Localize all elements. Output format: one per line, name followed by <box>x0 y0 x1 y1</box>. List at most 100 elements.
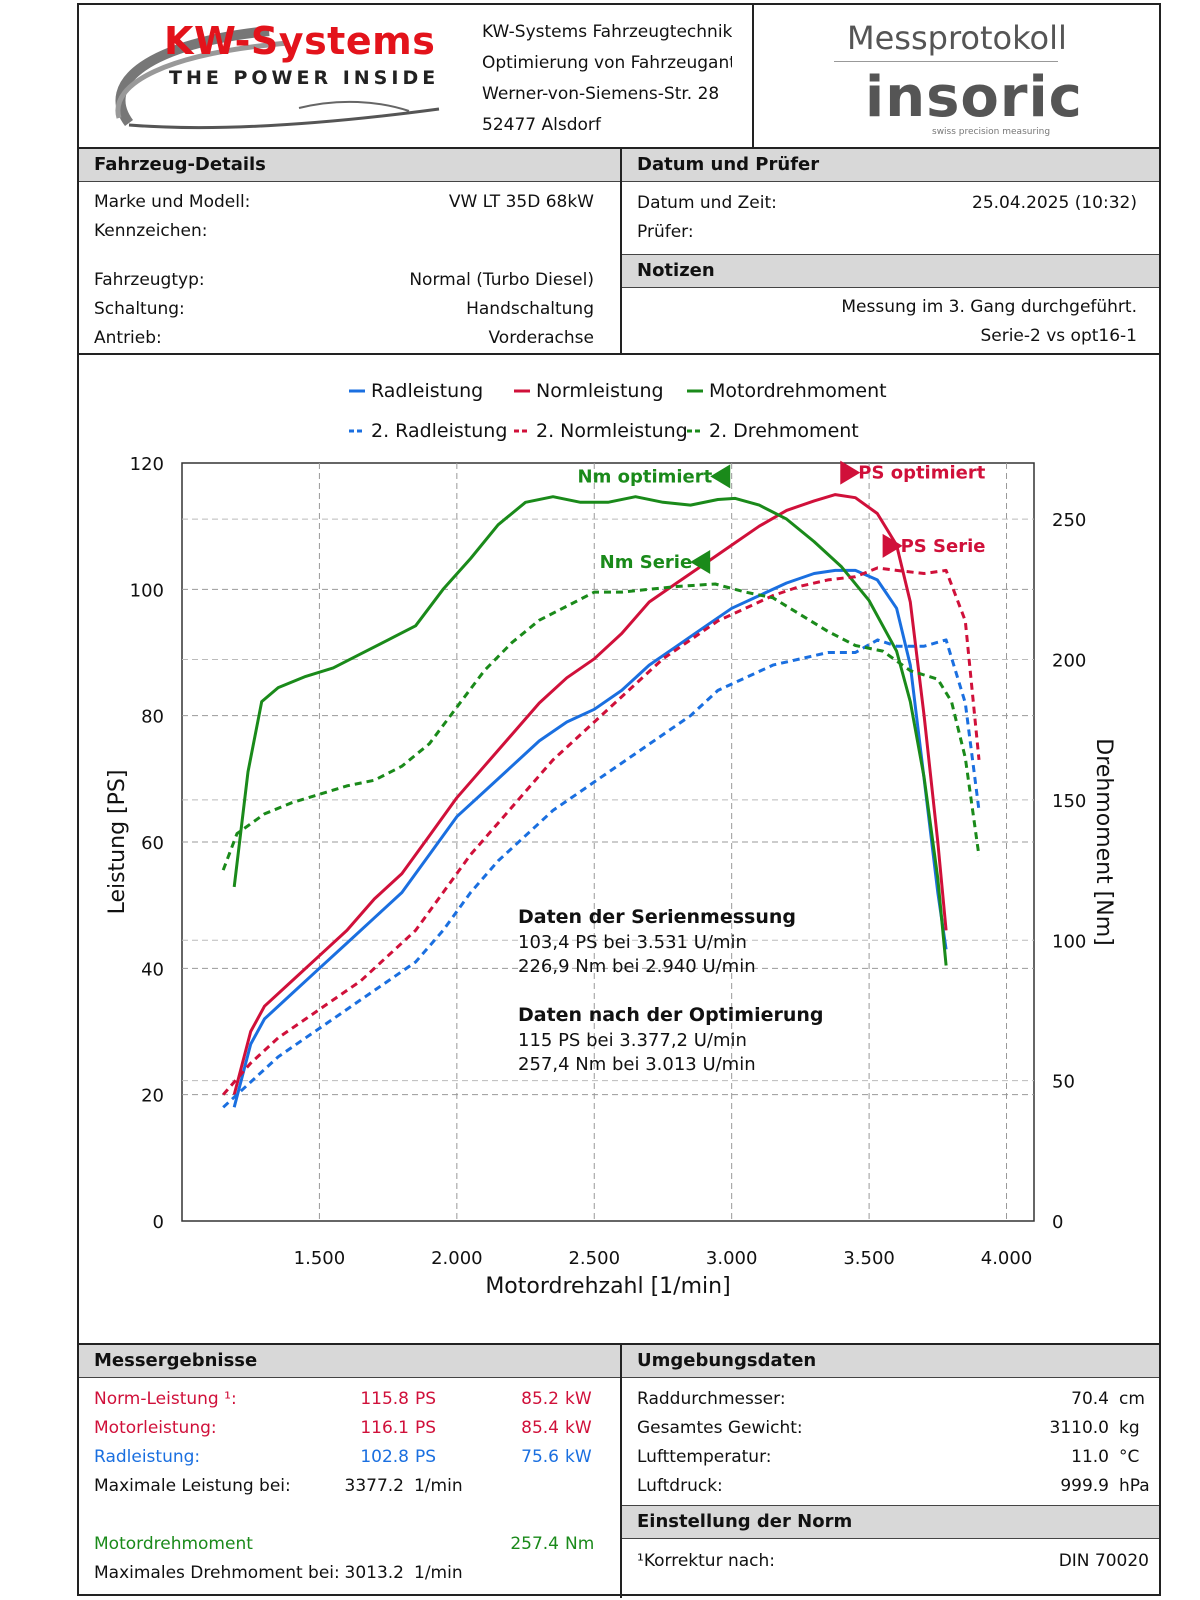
y2-tick-label: 200 <box>1052 651 1086 672</box>
annotation-label: PS optimiert <box>858 463 985 484</box>
protocol-title: Messprotokoll <box>847 19 1067 57</box>
air-temp-unit: °C <box>1119 1447 1140 1467</box>
air-pressure-value: 999.9 <box>1060 1476 1109 1496</box>
motor-power-ps-unit: PS <box>415 1418 437 1438</box>
wheel-power-label: Radleistung: <box>94 1447 201 1467</box>
chart-bottom-line <box>79 1343 1159 1345</box>
annotation-arrow <box>882 533 903 558</box>
wheel-power-kw-unit: kW <box>565 1447 592 1467</box>
max-power-rpm: 3377.2 <box>344 1476 404 1496</box>
series-line-6 <box>221 582 981 871</box>
legend-label: Normleistung <box>536 380 664 402</box>
y-tick-label: 0 <box>153 1212 164 1233</box>
header-bottom-line <box>79 147 1159 149</box>
torque-value: 257.4 <box>510 1534 559 1554</box>
address-line-4: 52477 Alsdorf <box>482 115 601 135</box>
address-line-3: Werner-von-Siemens-Str. 28 <box>482 84 720 104</box>
legend-label: 2. Drehmoment <box>709 420 859 442</box>
series-line-1 <box>232 568 948 1108</box>
annotation-label: Nm optimiert <box>578 466 713 487</box>
results-heading: Messergebnisse <box>79 1345 621 1378</box>
max-torque-rpm-label: Maximales Drehmoment bei: <box>94 1563 340 1583</box>
air-pressure-unit: hPa <box>1119 1476 1150 1496</box>
norm-power-ps: 115.8 <box>360 1389 409 1409</box>
report-frame: KW-Systems THE POWER INSIDE KW-Systems F… <box>77 3 1161 1598</box>
x-axis-label: Motordrehzahl [1/min] <box>485 1274 730 1299</box>
y-tick-label: 120 <box>130 454 164 475</box>
address-line-2: Optimierung von Fahrzeugantr <box>482 53 732 73</box>
info-block-line: 103,4 PS bei 3.531 U/min <box>518 932 747 953</box>
series-line-5 <box>222 566 981 1096</box>
insoric-tagline: swiss precision measuring <box>932 127 1051 137</box>
max-torque-rpm: 3013.2 <box>344 1563 404 1583</box>
x-tick-label: 2.000 <box>431 1248 483 1269</box>
series-line-2 <box>232 493 948 1096</box>
insoric-logo: insoric <box>865 65 1083 130</box>
swoosh-graphic <box>115 26 440 130</box>
dyno-chart: 1.500 2.000 2.500 3.000 3.500 4.000 0 20 40 60 80 1… <box>105 380 1116 1299</box>
info-block-heading: Daten der Serienmessung <box>518 906 796 928</box>
norm-power-label: Norm-Leistung ¹: <box>94 1389 237 1409</box>
annotation-arrow <box>840 460 861 485</box>
y2-tick-label: 250 <box>1052 510 1086 531</box>
address-line-1: KW-Systems Fahrzeugtechnik ( <box>482 22 732 42</box>
norm-power-kw-unit: kW <box>565 1389 592 1409</box>
y2-tick-label: 0 <box>1052 1212 1063 1233</box>
total-weight-unit: kg <box>1119 1418 1140 1438</box>
details-bottom-line <box>79 353 1159 355</box>
y2-tick-label: 150 <box>1052 791 1086 812</box>
legend-label: 2. Normleistung <box>536 420 688 442</box>
x-tick-label: 4.000 <box>981 1248 1033 1269</box>
motor-power-kw: 85.4 <box>521 1418 559 1438</box>
y-tick-label: 60 <box>141 833 164 854</box>
x-tick-label: 3.000 <box>706 1248 758 1269</box>
date-heading: Datum und Prüfer <box>622 149 1159 182</box>
torque-label: Motordrehmoment <box>94 1534 253 1554</box>
norm-power-kw: 85.2 <box>521 1389 559 1409</box>
annotation-arrow <box>690 549 711 574</box>
x-tick-label: 3.500 <box>843 1248 895 1269</box>
total-weight-label: Gesamtes Gewicht: <box>637 1418 803 1438</box>
y-tick-label: 100 <box>130 580 164 601</box>
max-torque-rpm-unit: 1/min <box>414 1563 463 1583</box>
y-axis-label: Leistung [PS] <box>105 770 130 915</box>
torque-unit: Nm <box>565 1534 595 1554</box>
motor-power-ps: 116.1 <box>360 1418 409 1438</box>
series-line-4 <box>222 638 981 1109</box>
y-tick-label: 20 <box>141 1086 164 1107</box>
y2-axis-label: Drehmoment [Nm] <box>1091 738 1116 945</box>
legend-label: Radleistung <box>371 380 483 402</box>
header-divider <box>752 5 754 149</box>
norm-correction-value: DIN 70020 <box>1058 1551 1149 1571</box>
y-tick-label: 40 <box>141 959 164 980</box>
norm-power-ps-unit: PS <box>415 1389 437 1409</box>
air-temp-value: 11.0 <box>1071 1447 1109 1467</box>
legend-label: Motordrehmoment <box>709 380 887 402</box>
air-pressure-label: Luftdruck: <box>637 1476 723 1496</box>
motor-power-kw-unit: kW <box>565 1418 592 1438</box>
info-block-line: 115 PS bei 3.377,2 U/min <box>518 1030 747 1051</box>
notes-heading: Notizen <box>622 254 1159 288</box>
max-power-rpm-unit: 1/min <box>414 1476 463 1496</box>
max-power-rpm-label: Maximale Leistung bei: <box>94 1476 291 1496</box>
info-block-heading: Daten nach der Optimierung <box>518 1004 824 1026</box>
info-block-line: 226,9 Nm bei 2.940 U/min <box>518 956 756 977</box>
total-weight-value: 3110.0 <box>1049 1418 1109 1438</box>
norm-heading: Einstellung der Norm <box>622 1505 1159 1539</box>
wheel-diameter-label: Raddurchmesser: <box>637 1389 786 1409</box>
environment-heading: Umgebungsdaten <box>622 1345 1159 1378</box>
wheel-power-ps: 102.8 <box>360 1447 409 1467</box>
protocol-divider <box>834 61 1058 62</box>
series-line-3 <box>232 495 948 966</box>
results-divider <box>620 1345 622 1598</box>
annotation-label: Nm Serie <box>600 552 693 573</box>
wheel-power-kw: 75.6 <box>521 1447 559 1467</box>
air-temp-label: Lufttemperatur: <box>637 1447 772 1467</box>
x-tick-label: 1.500 <box>294 1248 346 1269</box>
logo-subtitle: THE POWER INSIDE <box>169 67 440 89</box>
legend-label: 2. Radleistung <box>371 420 507 442</box>
y2-tick-label: 50 <box>1052 1072 1075 1093</box>
annotation-arrow <box>710 464 731 489</box>
details-divider <box>620 149 622 355</box>
info-block-line: 257,4 Nm bei 3.013 U/min <box>518 1054 756 1075</box>
